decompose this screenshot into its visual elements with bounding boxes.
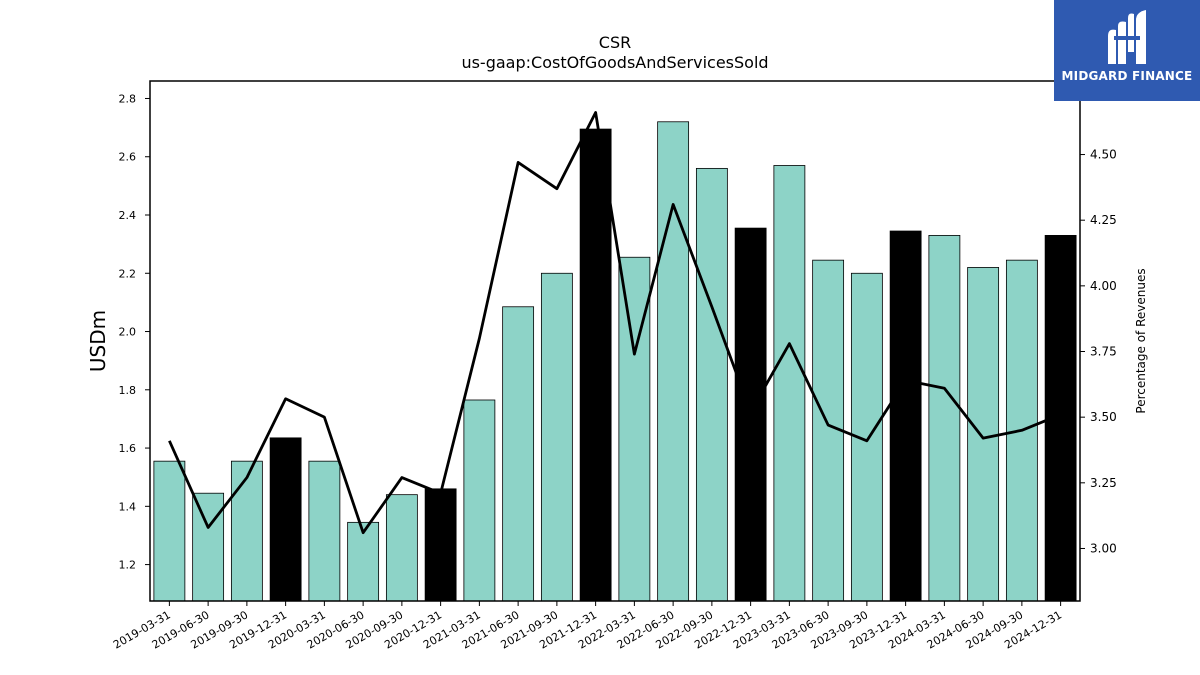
- y-tick-label: 1.6: [119, 442, 137, 455]
- bar-2019-12-31: [269, 437, 302, 602]
- bar-2020-09-30: [385, 494, 418, 602]
- bar-2019-06-30: [192, 492, 225, 602]
- chart-title: CSR: [599, 33, 631, 52]
- logo-text: MIDGARD FINANCE: [1061, 69, 1193, 83]
- bar-2019-09-30: [230, 460, 263, 602]
- midgard-finance-logo: MIDGARD FINANCE: [1054, 0, 1200, 101]
- chart-subtitle: us-gaap:CostOfGoodsAndServicesSold: [461, 53, 768, 72]
- y2-tick-label: 3.75: [1090, 345, 1117, 359]
- bar-2023-03-31: [773, 165, 806, 602]
- y-axis-label: USDm: [86, 310, 110, 372]
- y-tick-label: 2.0: [119, 326, 137, 339]
- y-tick-label: 2.6: [119, 151, 137, 164]
- bar-2020-03-31: [308, 460, 341, 602]
- line-series: [168, 111, 1062, 535]
- bar-2020-12-31: [424, 488, 457, 602]
- y2-tick-label: 4.00: [1090, 279, 1117, 293]
- y2-axis-label: Percentage of Revenues: [1134, 268, 1148, 413]
- y2-tick-label: 4.25: [1090, 213, 1117, 227]
- y-tick-label: 1.8: [119, 384, 137, 397]
- bar-2023-12-31: [889, 230, 922, 602]
- bar-2024-03-31: [928, 234, 961, 602]
- bar-2021-12-31: [579, 128, 612, 602]
- y2-tick-label: 3.50: [1090, 410, 1117, 424]
- y-tick-label: 1.2: [119, 559, 137, 572]
- bar-series: [153, 121, 1077, 602]
- bar-2020-06-30: [347, 521, 380, 602]
- bar-2021-09-30: [540, 272, 573, 602]
- y-tick-label: 2.8: [119, 92, 137, 105]
- y-tick-label: 1.4: [119, 500, 137, 513]
- bar-2022-09-30: [695, 167, 728, 602]
- y2-tick-label: 4.50: [1090, 148, 1117, 162]
- y-tick-label: 2.4: [119, 209, 137, 222]
- bar-2022-06-30: [657, 121, 690, 602]
- y-tick-label: 2.2: [119, 267, 137, 280]
- plot-frame: [149, 80, 1081, 602]
- y2-tick-label: 3.25: [1090, 476, 1117, 490]
- bar-2022-12-31: [734, 227, 767, 602]
- bar-2021-03-31: [463, 399, 496, 602]
- midgard-logo-icon: [1108, 10, 1146, 65]
- percentage-of-revenues-line: [168, 111, 1062, 535]
- bar-2019-03-31: [153, 460, 186, 602]
- bar-2024-06-30: [967, 267, 1000, 602]
- y2-tick-label: 3.00: [1090, 541, 1117, 555]
- bar-2021-06-30: [502, 306, 535, 602]
